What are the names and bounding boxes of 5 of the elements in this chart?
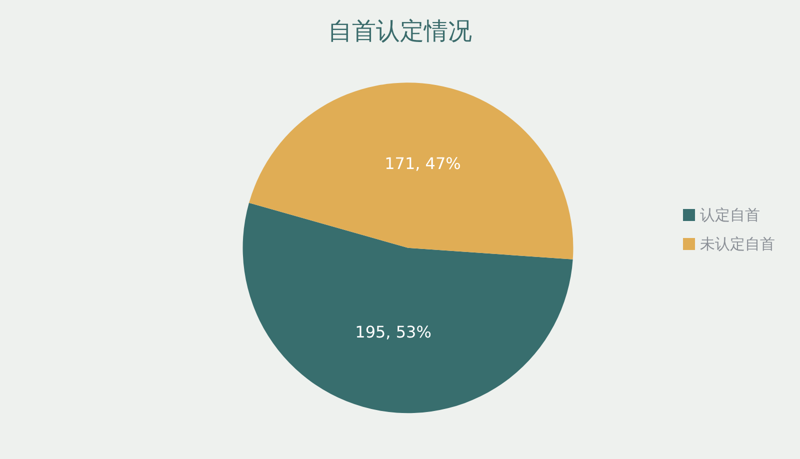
legend-label: 认定自首: [700, 206, 760, 224]
legend-label: 未认定自首: [700, 235, 775, 253]
data-label: 195, 53%: [355, 322, 432, 342]
chart-title: 自首认定情况: [328, 17, 472, 45]
data-label: 171, 47%: [384, 154, 461, 174]
